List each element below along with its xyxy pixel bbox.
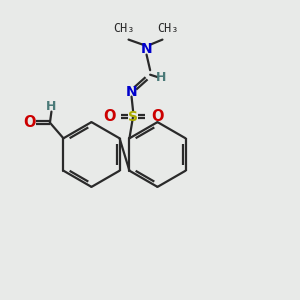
Text: O: O	[23, 115, 36, 130]
Text: O: O	[151, 109, 163, 124]
Text: CH₃: CH₃	[157, 22, 178, 35]
Text: CH₃: CH₃	[113, 22, 134, 35]
Text: H: H	[156, 71, 167, 84]
Text: N: N	[126, 85, 137, 99]
Text: S: S	[128, 110, 138, 124]
Text: H: H	[46, 100, 57, 113]
Text: O: O	[103, 109, 115, 124]
Text: N: N	[141, 42, 152, 56]
